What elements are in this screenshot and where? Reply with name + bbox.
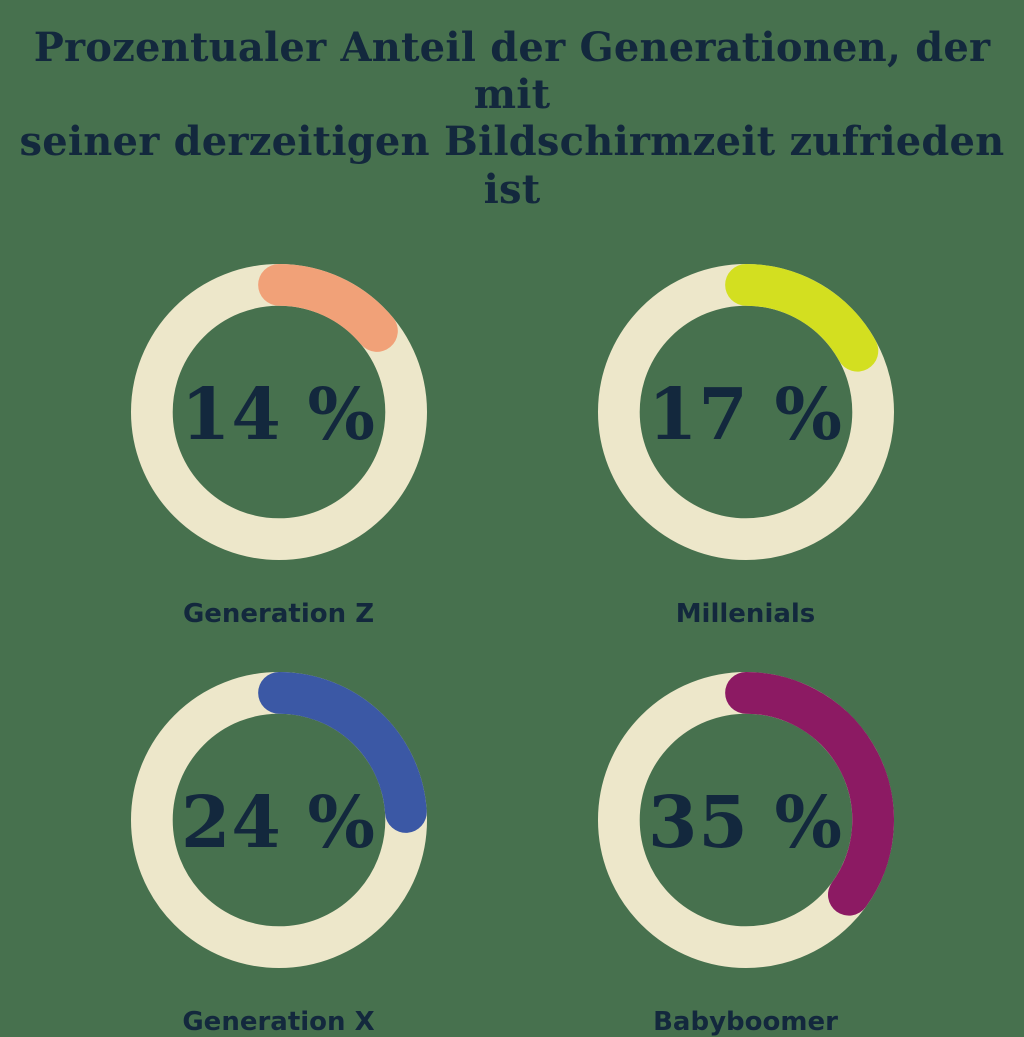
donut-ring-wrap: 14 % — [130, 263, 428, 561]
donut-label: Generation X — [182, 1006, 375, 1037]
donut-ring-wrap: 35 % — [597, 671, 895, 969]
donut-value: 14 % — [181, 371, 376, 456]
donut-label: Generation Z — [182, 598, 375, 629]
donut-value: 17 % — [648, 371, 843, 456]
donut-label: Babyboomer — [653, 1006, 838, 1037]
donut-millenials: 17 % Millenials — [512, 263, 979, 629]
donut-value: 24 % — [181, 779, 376, 864]
donut-label: Millenials — [675, 598, 816, 629]
donut-grid: 14 % Generation Z 17 % Millenials 24 % G… — [45, 263, 979, 1037]
donut-ring-wrap: 24 % — [130, 671, 428, 969]
donut-generation-z: 14 % Generation Z — [45, 263, 512, 629]
donut-ring-wrap: 17 % — [597, 263, 895, 561]
chart-title: Prozentualer Anteil der Generationen, de… — [0, 24, 1024, 213]
infographic: Prozentualer Anteil der Generationen, de… — [0, 24, 1024, 1037]
chart-title-line-2: seiner derzeitigen Bildschirmzeit zufrie… — [19, 118, 1005, 213]
donut-value: 35 % — [648, 779, 843, 864]
donut-babyboomer: 35 % Babyboomer — [512, 671, 979, 1037]
donut-ring-icon — [597, 671, 894, 968]
donut-generation-x: 24 % Generation X — [45, 671, 512, 1037]
chart-title-line-1: Prozentualer Anteil der Generationen, de… — [33, 24, 991, 119]
donut-ring-icon — [130, 263, 427, 560]
donut-ring-icon — [130, 671, 427, 968]
donut-ring-icon — [597, 263, 894, 560]
